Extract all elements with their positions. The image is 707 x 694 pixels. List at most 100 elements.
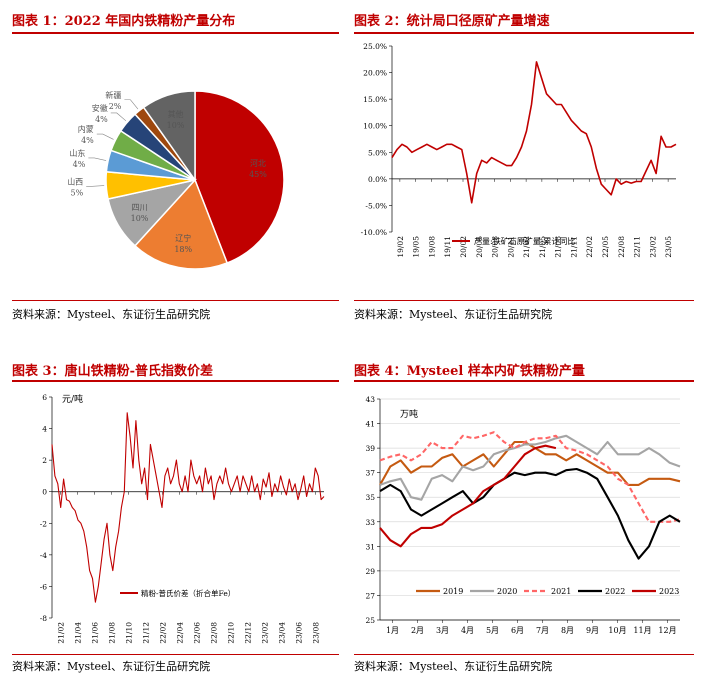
footer-rule — [12, 300, 339, 301]
chart-title: 图表 3：唐山铁精粉-普氏指数价差 — [12, 364, 213, 379]
slice-label: 山东 4% — [69, 148, 85, 169]
x-tick-label: 20/02 — [459, 236, 468, 258]
source-note: 资料来源：Mysteel、东证衍生品研究院 — [354, 308, 553, 321]
source-note: 资料来源：Mysteel、东证衍生品研究院 — [12, 308, 211, 321]
pie-slice — [133, 178, 229, 270]
y-tick-label: 37 — [365, 469, 375, 478]
y-tick-label: 33 — [365, 518, 375, 527]
y-tick-label: 0 — [42, 488, 47, 497]
panel-pie: 图表 1：2022 年国内铁精粉产量分布 河北 45% 辽宁 18% 四川 10% 山西 5%… — [12, 0, 339, 330]
series-line — [379, 444, 557, 548]
legend-label: 2023 — [659, 587, 679, 596]
x-tick-label: 23/02 — [261, 622, 270, 644]
x-tick-label: 11月 — [633, 626, 651, 635]
x-tick-label: 22/05 — [601, 236, 610, 258]
label-leader — [96, 133, 114, 140]
slice-label: 安徽 4% — [92, 103, 108, 124]
output-line-chart: 43 41 39 37 35 33 31 29 27 25 1月 2月 3月 4月 5月 6月 7月 8月 9月 10… — [365, 395, 681, 635]
pie-slice — [142, 90, 196, 183]
x-tick-label: 23/05 — [664, 236, 673, 258]
y-tick-label: -5.0% — [365, 201, 387, 210]
source-note: 资料来源：Mysteel、东证衍生品研究院 — [12, 660, 211, 673]
y-tick-label: 6 — [42, 393, 47, 402]
y-tick-label: 43 — [365, 395, 375, 404]
y-tick-label: 25 — [365, 616, 375, 625]
label-leader — [124, 99, 139, 110]
y-tick-label: -4 — [40, 551, 48, 560]
series-line — [379, 434, 681, 501]
pie-chart: 河北 45% 辽宁 18% 四川 10% 山西 5% 山东 4% 内蒙 4%安徽 4%新疆 2% 其他 10% — [67, 90, 285, 270]
x-tick-label: 22/12 — [244, 622, 253, 644]
panel-output: 图表 4：Mysteel 样本内矿铁精粉产量 43 41 39 37 35 33 31 29 2… — [354, 352, 694, 694]
x-tick-label: 22/02 — [159, 622, 168, 644]
legend-label: 2022 — [605, 587, 625, 596]
x-tick-label: 21/05 — [538, 236, 547, 258]
legend-label: 产量:铁矿石原矿量:累计同比 — [474, 236, 575, 246]
x-tick-label: 22/08 — [210, 622, 219, 644]
x-tick-label: 2月 — [411, 626, 424, 635]
x-tick-label: 20/05 — [475, 236, 484, 258]
slice-label: 内蒙 4% — [78, 124, 94, 145]
x-tick-label: 21/08 — [108, 622, 117, 644]
x-tick-label: 10月 — [608, 626, 626, 635]
footer-rule — [354, 300, 694, 301]
x-tick-label: 5月 — [486, 626, 499, 635]
x-tick-label: 23/06 — [295, 622, 304, 644]
x-tick-label: 23/08 — [312, 622, 321, 644]
x-tick-label: 21/12 — [142, 622, 151, 644]
y-tick-label: 20.0% — [363, 69, 387, 78]
source-note: 资料来源：Mysteel、东证衍生品研究院 — [354, 660, 553, 673]
y-tick-label: 25.0% — [363, 42, 387, 51]
y-tick-label: -6 — [40, 582, 48, 591]
x-tick-label: 12月 — [658, 626, 676, 635]
label-leader — [88, 157, 107, 161]
series-line — [51, 412, 325, 603]
slice-label: 新疆 2% — [105, 90, 121, 111]
y-tick-label: 5.0% — [368, 148, 387, 157]
legend: 产量:铁矿石原矿量:累计同比 — [452, 236, 575, 246]
label-leader — [86, 185, 105, 187]
y-tick-label: 39 — [365, 444, 375, 453]
panel-growth: 图表 2：统计局口径原矿产量增速 25.0% 20.0% 15.0% 10.0% 5.0… — [354, 0, 694, 330]
title-rule — [12, 380, 339, 382]
x-tick-label: 20/11 — [506, 236, 515, 258]
slice-label: 河北 45% — [249, 158, 267, 179]
x-tick-label: 9月 — [586, 626, 599, 635]
x-tick-label: 8月 — [561, 626, 574, 635]
series-line — [391, 61, 677, 204]
y-tick-label: -2 — [40, 519, 48, 528]
y-tick-label: 4 — [42, 425, 47, 434]
slice-label: 辽宁 18% — [174, 233, 192, 254]
x-tick-label: 22/02 — [585, 236, 594, 258]
x-tick-label: 4月 — [461, 626, 474, 635]
y-tick-label: 29 — [365, 567, 375, 576]
x-tick-label: 21/02 — [57, 622, 66, 644]
slice-label: 其他 10% — [167, 109, 185, 130]
series-line — [379, 431, 681, 523]
x-tick-label: 1月 — [386, 626, 399, 635]
growth-line-chart: 25.0% 20.0% 15.0% 10.0% 5.0% 0.0% -5.0% -10.0% 1… — [361, 42, 677, 258]
x-tick-label: 22/08 — [617, 236, 626, 258]
x-tick-label: 6月 — [511, 626, 524, 635]
x-tick-label: 19/02 — [396, 236, 405, 258]
legend-label: 2019 — [443, 587, 463, 596]
chart-title: 图表 2：统计局口径原矿产量增速 — [354, 14, 550, 29]
series-line — [379, 467, 681, 560]
y-tick-label: -8 — [40, 614, 48, 623]
label-leader — [110, 112, 127, 122]
x-tick-label: 19/08 — [427, 236, 436, 258]
chart-title: 图表 4：Mysteel 样本内矿铁精粉产量 — [354, 364, 585, 379]
spread-line-chart: 6 4 2 0 -2 -4 -6 -8 21/02 21/04 21/06 21/08 21/10 21/… — [40, 393, 325, 644]
y-tick-label: 2 — [42, 456, 47, 465]
x-tick-label: 23/02 — [648, 236, 657, 258]
x-tick-label: 3月 — [436, 626, 449, 635]
x-tick-label: 19/05 — [412, 236, 421, 258]
x-tick-label: 22/04 — [176, 622, 185, 644]
slice-label: 山西 5% — [67, 176, 83, 197]
y-axis-unit: 万吨 — [400, 408, 418, 420]
slice-label: 四川 10% — [131, 203, 149, 223]
x-tick-label: 22/11 — [633, 236, 642, 258]
legend-label: 2021 — [551, 587, 571, 596]
footer-rule — [354, 654, 694, 655]
y-axis-unit: 元/吨 — [62, 393, 83, 405]
